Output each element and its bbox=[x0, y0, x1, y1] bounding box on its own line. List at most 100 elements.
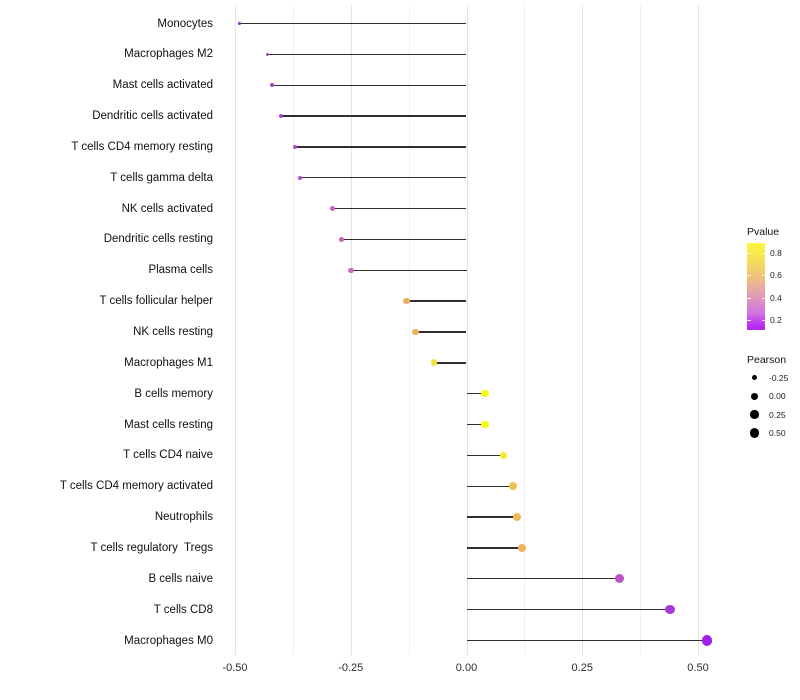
y-axis-label: Macrophages M2 bbox=[124, 48, 213, 61]
y-axis-label: Mast cells activated bbox=[112, 79, 213, 92]
lollipop-stem bbox=[466, 454, 504, 457]
lollipop-dot bbox=[293, 144, 298, 150]
y-axis-label: NK cells activated bbox=[121, 202, 213, 215]
lollipop-stem bbox=[466, 639, 708, 642]
lollipop-stem bbox=[466, 516, 518, 518]
x-axis-tick-label: 0.50 bbox=[687, 661, 709, 674]
major-gridline bbox=[698, 5, 699, 655]
lollipop-dot bbox=[614, 574, 624, 584]
lollipop-dot bbox=[665, 604, 676, 615]
y-axis-label: T cells gamma delta bbox=[110, 171, 213, 184]
lollipop-stem bbox=[406, 300, 467, 302]
lollipop-stem bbox=[332, 207, 467, 210]
lollipop-stem bbox=[350, 269, 467, 271]
y-axis-label: Dendritic cells resting bbox=[103, 233, 213, 246]
y-axis-label: B cells naive bbox=[148, 572, 213, 585]
lollipop-dot bbox=[329, 206, 335, 212]
y-axis-label: NK cells resting bbox=[133, 326, 213, 338]
major-gridline bbox=[350, 5, 352, 655]
pearson-legend-label: 0.50 bbox=[769, 428, 786, 438]
lollipop-dot bbox=[481, 389, 489, 398]
lollipop-dot bbox=[348, 267, 354, 274]
lollipop-stem bbox=[281, 115, 467, 117]
lollipop-dot bbox=[279, 114, 284, 119]
colorbar-tick-left bbox=[747, 297, 751, 299]
lollipop-stem bbox=[466, 485, 513, 487]
lollipop-stem bbox=[295, 146, 467, 148]
y-axis-label: Plasma cells bbox=[148, 264, 213, 277]
major-gridline bbox=[582, 5, 584, 655]
lollipop-stem bbox=[466, 547, 523, 549]
colorbar-tick-left bbox=[747, 275, 751, 276]
lollipop-dot bbox=[238, 21, 242, 26]
pvalue-colorbar bbox=[747, 243, 765, 330]
lollipop-stem bbox=[272, 84, 467, 86]
pvalue-tick-label: 0.2 bbox=[770, 315, 782, 325]
y-axis-label: Monocytes bbox=[157, 17, 213, 30]
minor-gridline bbox=[408, 5, 410, 655]
colorbar-tick-right bbox=[761, 275, 765, 276]
y-axis-label: T cells CD4 memory resting bbox=[71, 140, 213, 153]
x-axis-tick-label: 0.25 bbox=[571, 661, 593, 674]
y-axis-label: T cells follicular helper bbox=[99, 295, 213, 308]
colorbar-tick-left bbox=[747, 320, 751, 321]
lollipop-stem bbox=[415, 331, 467, 333]
x-axis-tick-label: -0.50 bbox=[222, 661, 248, 674]
pvalue-tick-label: 0.4 bbox=[770, 292, 782, 303]
lollipop-dot bbox=[481, 420, 489, 429]
y-axis-label: Mast cells resting bbox=[124, 418, 213, 431]
x-axis-tick-label: -0.25 bbox=[338, 661, 364, 674]
y-axis-label: Dendritic cells activated bbox=[92, 110, 213, 123]
y-axis-label: Neutrophils bbox=[154, 511, 213, 524]
colorbar-tick-right bbox=[761, 297, 765, 299]
pearson-legend-label: -0.25 bbox=[769, 372, 789, 383]
major-gridline bbox=[466, 5, 468, 655]
colorbar-tick-right bbox=[761, 252, 765, 254]
lollipop-dot bbox=[265, 52, 270, 57]
minor-gridline bbox=[640, 5, 642, 655]
y-axis-label: T cells CD4 naive bbox=[123, 449, 213, 462]
colorbar-tick-right bbox=[761, 320, 765, 321]
y-axis-label: T cells CD4 memory activated bbox=[59, 480, 213, 493]
lollipop-dot bbox=[702, 635, 713, 646]
lollipop-stem bbox=[434, 362, 467, 364]
y-axis-label: Macrophages M1 bbox=[124, 356, 213, 369]
lollipop-dot bbox=[403, 297, 410, 305]
pearson-legend-label: 0.00 bbox=[769, 391, 786, 401]
x-axis-tick-label: 0.00 bbox=[455, 661, 478, 674]
lollipop-dot bbox=[518, 543, 527, 552]
y-axis-label: T cells regulatory Tregs bbox=[90, 541, 213, 554]
minor-gridline bbox=[292, 5, 294, 655]
lollipop-dot bbox=[508, 482, 517, 491]
pearson-legend-label: 0.25 bbox=[769, 409, 786, 420]
lollipop-stem bbox=[466, 578, 620, 580]
lollipop-dot bbox=[412, 328, 419, 336]
pvalue-tick-label: 0.8 bbox=[770, 247, 782, 258]
y-axis-label: Macrophages M0 bbox=[124, 634, 213, 647]
pearson-legend-dot bbox=[751, 374, 758, 381]
colorbar-tick-left bbox=[747, 252, 751, 254]
pvalue-tick-label: 0.6 bbox=[770, 270, 782, 280]
lollipop-stem bbox=[466, 393, 486, 395]
lollipop-dot bbox=[270, 83, 274, 88]
lollipop-dot bbox=[499, 451, 508, 460]
lollipop-stem bbox=[267, 53, 467, 56]
pearson-legend-dot bbox=[749, 428, 760, 438]
y-axis-label: B cells memory bbox=[134, 387, 213, 400]
lollipop-stem bbox=[341, 238, 467, 241]
lollipop-dot bbox=[513, 513, 522, 522]
minor-gridline bbox=[524, 5, 526, 655]
y-axis-label: T cells CD8 bbox=[153, 603, 213, 616]
pvalue-legend-title: Pvalue bbox=[747, 226, 780, 238]
major-gridline bbox=[235, 5, 236, 655]
lollipop-dot bbox=[430, 359, 438, 367]
lollipop-stem bbox=[299, 177, 467, 179]
pearson-legend-dot bbox=[751, 392, 758, 400]
lollipop-stem bbox=[466, 608, 671, 611]
lollipop-dot bbox=[297, 175, 302, 180]
lollipop-dot bbox=[338, 236, 345, 243]
lollipop-stem bbox=[466, 423, 486, 426]
pearson-legend-title: Pearson bbox=[747, 354, 787, 366]
lollipop-stem bbox=[239, 22, 467, 25]
